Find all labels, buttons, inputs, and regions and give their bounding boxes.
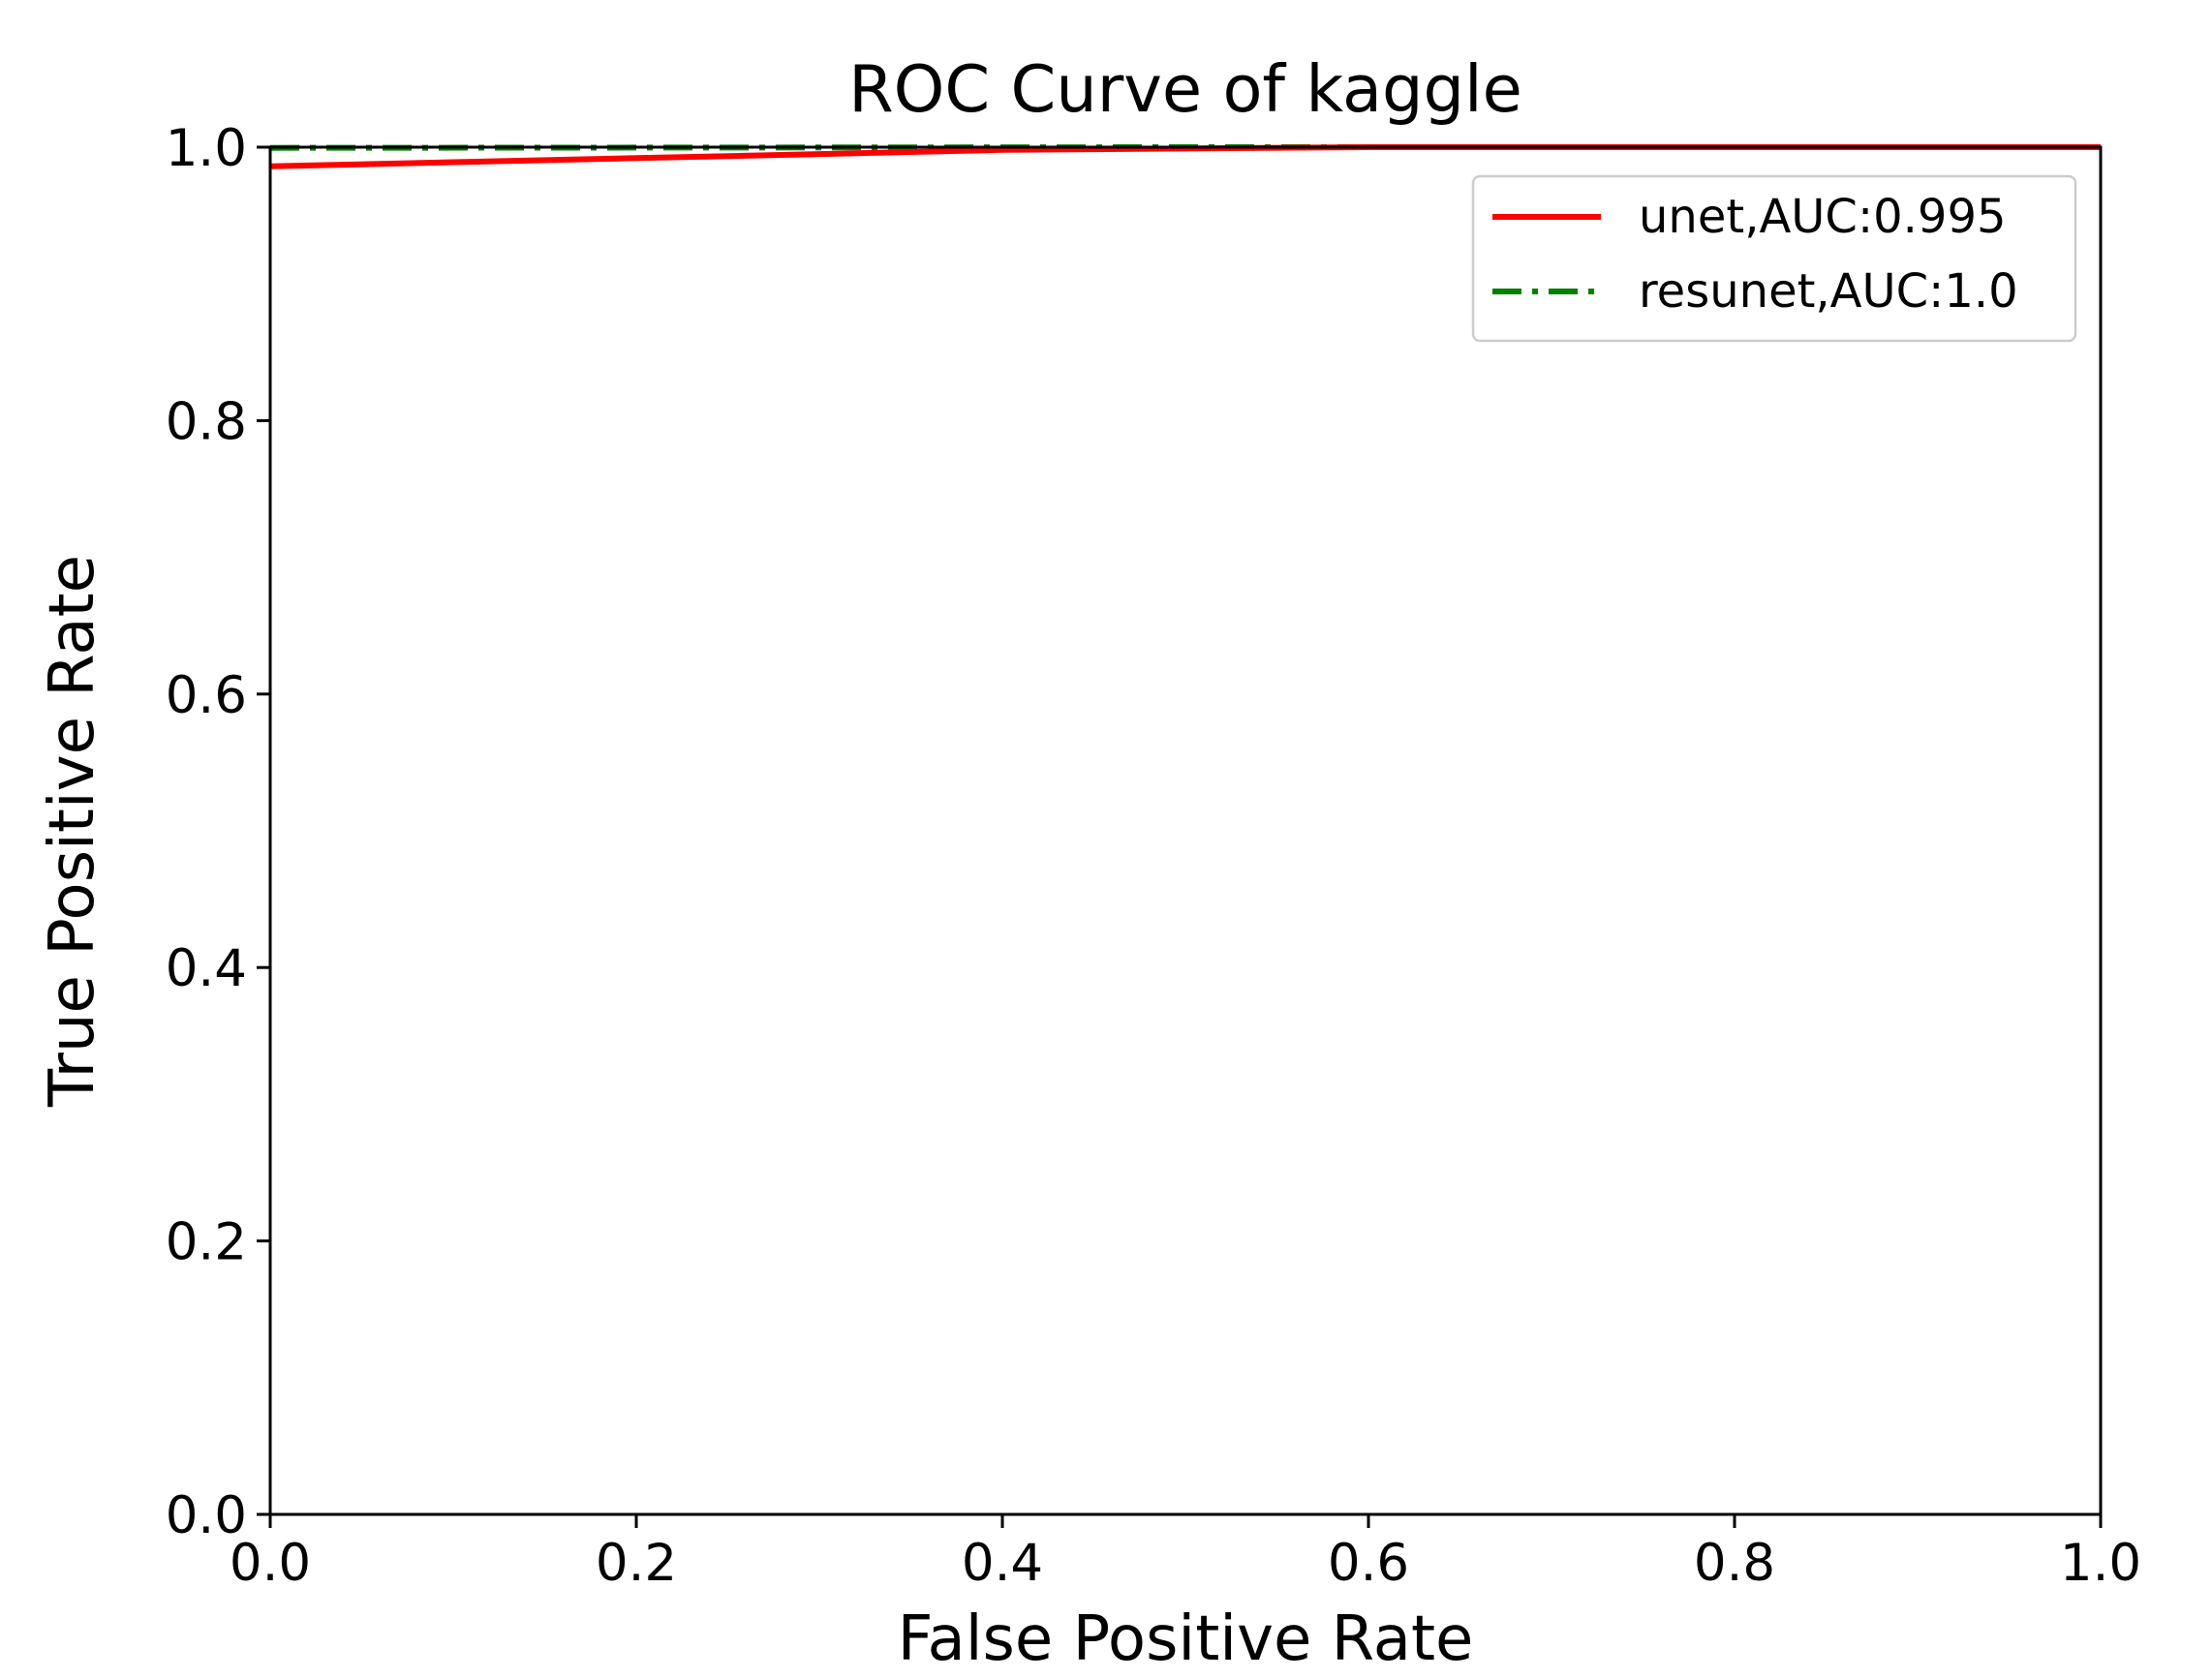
y-tick-label: 0.0 (166, 1486, 247, 1545)
x-tick-label: 0.0 (230, 1534, 311, 1593)
y-axis-label: True Positive Rate (37, 555, 108, 1108)
x-axis-ticks: 0.0 0.2 0.4 0.6 0.8 1.0 (230, 1514, 2141, 1593)
x-tick-label: 1.0 (2060, 1534, 2141, 1593)
y-axis-ticks: 0.0 0.2 0.4 0.6 0.8 1.0 (166, 119, 270, 1545)
axes-frame (268, 145, 2103, 1516)
y-tick-label: 0.6 (166, 666, 247, 725)
legend-box (1471, 174, 2077, 343)
legend-label-unet: unet,AUC:0.995 (1639, 190, 2007, 244)
x-tick-label: 0.8 (1694, 1534, 1775, 1593)
x-tick-label: 0.2 (596, 1534, 677, 1593)
legend-label-resunet: resunet,AUC:1.0 (1639, 264, 2018, 319)
x-tick-label: 0.6 (1328, 1534, 1409, 1593)
legend: unet,AUC:0.995 resunet,AUC:1.0 (1471, 174, 2077, 343)
chart-title: ROC Curve of kaggle (848, 51, 1522, 127)
plot-area (270, 147, 2101, 1514)
y-tick-label: 0.4 (166, 939, 247, 998)
y-tick-label: 1.0 (166, 119, 247, 178)
x-tick-label: 0.4 (962, 1534, 1043, 1593)
y-tick-label: 0.8 (166, 392, 247, 451)
y-tick-label: 0.2 (166, 1213, 247, 1272)
x-axis-label: False Positive Rate (898, 1603, 1474, 1675)
